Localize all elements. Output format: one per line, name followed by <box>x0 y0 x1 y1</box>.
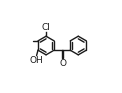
Text: O: O <box>59 59 66 68</box>
Text: Cl: Cl <box>42 23 51 32</box>
Text: OH: OH <box>30 56 43 65</box>
